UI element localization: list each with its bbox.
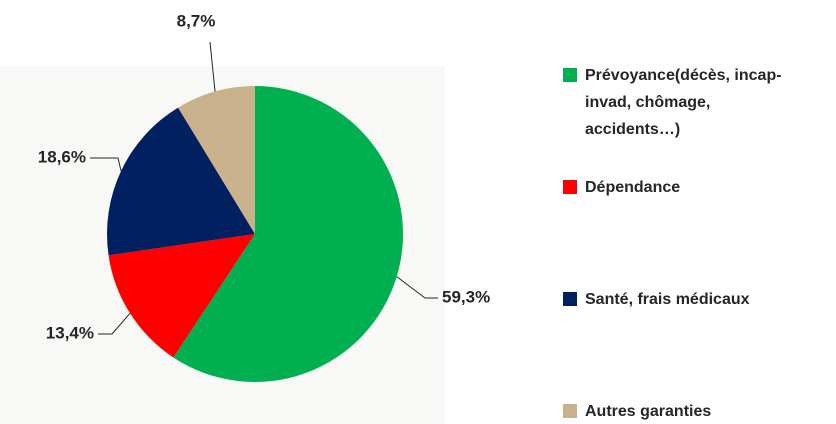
legend-label: Autres garanties [585,403,712,420]
leader-line [90,157,122,172]
legend-swatch [563,180,577,194]
legend-item: Dépendance [563,174,831,201]
pie-slice [106,107,255,256]
data-label: 59,3% [442,287,490,306]
pie-slice [173,86,404,382]
data-label: 13,4% [46,323,94,342]
legend-item: Prévoyance(décès, incap-invad, chômage, … [563,62,831,143]
legend-label: Santé, frais médicaux [585,291,750,308]
data-label: 8,7% [177,11,216,30]
data-label: 18,6% [38,147,86,166]
leader-line [98,312,131,335]
leader-line [396,276,438,299]
legend-swatch [563,68,577,82]
legend-swatch [563,292,577,306]
legend-label: Dépendance [585,179,681,196]
leader-line [209,41,216,92]
legend-item: Autres garanties [563,398,831,424]
legend-label: Prévoyance(décès, incap-invad, chômage, … [585,67,782,138]
pie-slice [108,234,256,358]
pie-slice [178,86,255,234]
legend-item: Santé, frais médicaux [563,286,831,313]
legend-swatch [563,404,577,418]
